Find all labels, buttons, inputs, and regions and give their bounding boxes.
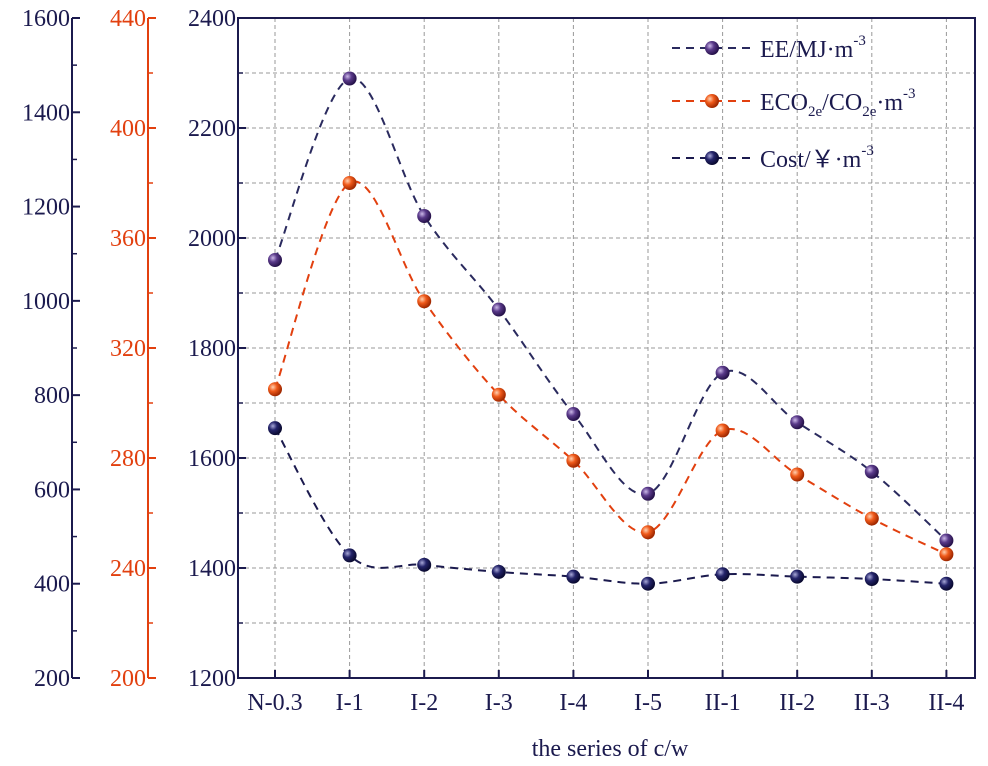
x-tick-label: II-1 xyxy=(705,690,741,716)
legend-entry-EE: EE/MJ·m-3 xyxy=(672,33,866,63)
data-point-ECO2e xyxy=(790,467,805,482)
y-tick-label: 200 xyxy=(110,666,146,692)
y-axis-ee: 1200 1400 1600 1800 2000 2200 2400 xyxy=(188,6,246,692)
y-tick-label: 1200 xyxy=(22,195,70,221)
data-point-Cost xyxy=(864,572,879,586)
x-axis-label: the series of c/w xyxy=(532,736,689,762)
legend-label: ECO2e/CO2e·m-3 xyxy=(760,86,916,120)
data-point-Cost xyxy=(491,564,506,579)
data-point-EE xyxy=(566,407,581,421)
y-tick-label: 280 xyxy=(110,446,146,472)
data-point-EE xyxy=(268,253,282,267)
data-point-EE xyxy=(491,302,506,317)
legend-label: Cost/￥·m-3 xyxy=(760,143,874,173)
x-axis: N-0.3 I-1 I-2 I-3 I-4 I-5 II-1 II-2 II-3 II-4 xyxy=(247,670,964,716)
x-tick-label: II-3 xyxy=(854,690,890,716)
y-tick-label: 400 xyxy=(110,116,146,142)
x-tick-label: II-4 xyxy=(928,690,964,716)
y-tick-label: 1800 xyxy=(188,336,236,362)
x-tick-label: II-2 xyxy=(779,690,815,716)
legend-marker xyxy=(705,151,719,165)
legend: EE/MJ·m-3 ECO2e/CO2e·m-3 Cost/￥·m-3 xyxy=(672,33,916,173)
data-point-Cost xyxy=(641,576,655,591)
data-point-EE xyxy=(641,486,655,501)
y-tick-label: 400 xyxy=(34,572,70,598)
data-point-ECO2e xyxy=(491,387,506,402)
y-axis-eco2: 200 240 280 320 360 400 440 xyxy=(110,6,156,692)
x-tick-label: I-3 xyxy=(485,690,513,716)
y-tick-label: 600 xyxy=(34,477,70,503)
series-ECO2e xyxy=(268,176,954,562)
y-tick-label: 2400 xyxy=(188,6,236,32)
data-point-Cost xyxy=(790,569,805,584)
series-EE xyxy=(268,71,954,548)
y-tick-label: 1000 xyxy=(22,289,70,315)
data-point-Cost xyxy=(268,421,282,436)
y-tick-label: 2200 xyxy=(188,116,236,142)
legend-label: EE/MJ·m-3 xyxy=(760,33,866,63)
data-point-Cost xyxy=(417,557,432,572)
data-point-EE xyxy=(790,415,805,430)
data-point-EE xyxy=(715,365,730,380)
x-tick-label: I-1 xyxy=(336,690,364,716)
data-point-Cost xyxy=(715,567,730,582)
y-tick-label: 240 xyxy=(110,556,146,582)
series-Cost xyxy=(268,421,954,591)
legend-marker xyxy=(705,94,719,108)
y-axes: 200 400 600 800 1000 1200 1400 1600 200 240 280 320… xyxy=(22,6,246,692)
data-point-EE xyxy=(417,209,432,223)
legend-entry-Cost: Cost/￥·m-3 xyxy=(672,143,874,173)
x-tick-label: I-5 xyxy=(634,690,662,716)
y-tick-label: 320 xyxy=(110,336,146,362)
x-tick-label: I-4 xyxy=(559,690,587,716)
series-line-EE xyxy=(274,77,948,542)
y-tick-label: 1200 xyxy=(188,666,236,692)
series-line-ECO2e xyxy=(274,180,947,556)
x-tick-label: N-0.3 xyxy=(247,690,302,716)
x-tick-label: I-2 xyxy=(410,690,438,716)
series-line-Cost xyxy=(274,427,947,585)
data-point-ECO2e xyxy=(268,382,282,397)
y-tick-label: 2000 xyxy=(188,226,236,252)
data-point-ECO2e xyxy=(864,511,879,526)
data-point-EE xyxy=(864,464,879,479)
data-point-ECO2e xyxy=(715,423,730,438)
data-point-Cost xyxy=(342,548,357,563)
series xyxy=(268,71,954,591)
legend-marker xyxy=(705,41,719,55)
data-point-ECO2e xyxy=(641,525,655,540)
y-tick-label: 1600 xyxy=(22,6,70,32)
grid xyxy=(238,18,975,678)
y-tick-label: 1400 xyxy=(22,100,70,126)
data-point-Cost xyxy=(566,569,581,584)
y-tick-label: 360 xyxy=(110,226,146,252)
y-tick-label: 1600 xyxy=(188,446,236,472)
y-tick-label: 1400 xyxy=(188,556,236,582)
y-tick-label: 200 xyxy=(34,666,70,692)
y-axis-cost: 200 400 600 800 1000 1200 1400 1600 xyxy=(22,6,80,692)
data-point-EE xyxy=(342,71,357,86)
data-point-ECO2e xyxy=(566,453,581,468)
data-point-ECO2e xyxy=(417,294,432,309)
y-tick-label: 440 xyxy=(110,6,146,32)
y-tick-label: 800 xyxy=(34,383,70,409)
data-point-ECO2e xyxy=(939,547,954,562)
legend-entry-ECO2e: ECO2e/CO2e·m-3 xyxy=(672,86,916,120)
data-point-Cost xyxy=(939,576,954,591)
data-point-EE xyxy=(939,533,954,548)
data-point-ECO2e xyxy=(342,176,357,190)
